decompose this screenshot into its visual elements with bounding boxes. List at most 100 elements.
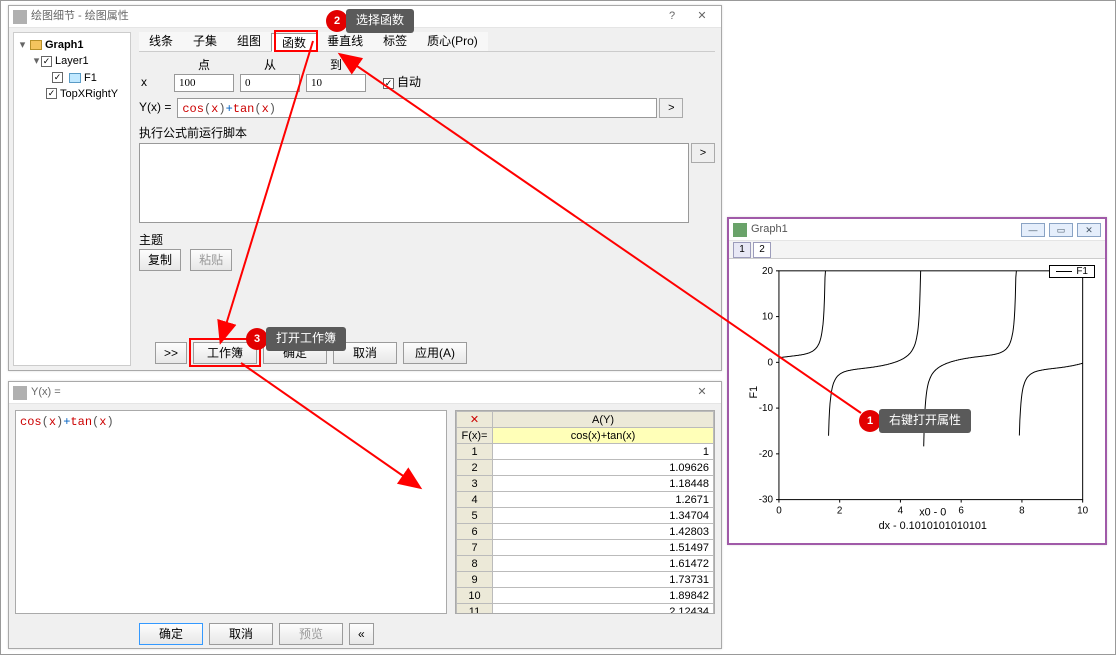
layer-tab-1[interactable]: 1 xyxy=(733,242,751,258)
legend-text: F1 xyxy=(1076,266,1088,277)
row-header[interactable]: 7 xyxy=(457,540,493,556)
callout-2: 2 选择函数 xyxy=(326,9,414,33)
titlebar[interactable]: Y(x) = ✕ xyxy=(9,382,721,404)
ok-button[interactable]: 确定 xyxy=(139,623,203,645)
preview-button[interactable]: 预览 xyxy=(279,623,343,645)
auto-label: 自动 xyxy=(397,75,421,89)
svg-text:0: 0 xyxy=(776,505,782,516)
tree-root[interactable]: ▾Graph1 xyxy=(18,37,126,53)
row-header[interactable]: 11 xyxy=(457,604,493,615)
cell[interactable]: 1.89842 xyxy=(493,588,714,604)
cell[interactable]: 1.61472 xyxy=(493,556,714,572)
from-input[interactable] xyxy=(240,74,300,92)
callout-1: 1 右键打开属性 xyxy=(859,409,971,433)
hdr-to: 到 xyxy=(303,58,369,74)
plot-checkbox[interactable] xyxy=(52,72,63,83)
minimize-button[interactable]: — xyxy=(1021,223,1045,237)
formula-workbook-dialog: Y(x) = ✕ cos(x)+tan(x) ✕A(Y) F(x)=cos(x)… xyxy=(8,381,722,649)
maximize-button[interactable]: ▭ xyxy=(1049,223,1073,237)
x0-label: x0 - 0 xyxy=(919,506,946,518)
callout-badge: 3 xyxy=(246,328,268,350)
row-header[interactable]: 5 xyxy=(457,508,493,524)
graph-icon xyxy=(733,223,747,237)
layer-tab-2[interactable]: 2 xyxy=(753,242,771,258)
row-header[interactable]: 3 xyxy=(457,476,493,492)
points-input[interactable] xyxy=(174,74,234,92)
hdr-point: 点 xyxy=(171,58,237,74)
svg-text:4: 4 xyxy=(898,505,904,516)
graph-layer-tabs: 1 2 xyxy=(729,241,1105,259)
cancel-button[interactable]: 取消 xyxy=(209,623,273,645)
cell[interactable]: 1.18448 xyxy=(493,476,714,492)
tab-row: 线条 子集 组图 函数 垂直线 标签 质心(Pro) xyxy=(139,32,715,52)
tab-subset[interactable]: 子集 xyxy=(183,32,227,51)
cell[interactable]: 1.09626 xyxy=(493,460,714,476)
row-header[interactable]: 2 xyxy=(457,460,493,476)
cell[interactable]: 1.34704 xyxy=(493,508,714,524)
cell[interactable]: 2.12434 xyxy=(493,604,714,615)
col-header[interactable]: A(Y) xyxy=(493,412,714,428)
layer-tree[interactable]: ▾Graph1 ▾Layer1 F1 TopXRightY xyxy=(13,32,131,366)
tab-dropline[interactable]: 垂直线 xyxy=(317,32,373,51)
prescript-label: 执行公式前运行脚本 xyxy=(139,126,709,142)
close-button[interactable]: ✕ xyxy=(1077,223,1101,237)
tab-label[interactable]: 标签 xyxy=(373,32,417,51)
data-grid: ✕A(Y) F(x)=cos(x)+tan(x) 1121.0962631.18… xyxy=(456,411,714,614)
graph-canvas[interactable]: -30-20-1001020 0246810 F1 x0 - 0 dx - 0.… xyxy=(729,259,1105,543)
cell[interactable]: 1.51497 xyxy=(493,540,714,556)
prescript-field[interactable] xyxy=(139,143,689,223)
formula-editor[interactable]: cos(x)+tan(x) xyxy=(15,410,447,614)
apply-button[interactable]: 应用(A) xyxy=(403,342,467,364)
row-header[interactable]: 6 xyxy=(457,524,493,540)
axis-checkbox[interactable] xyxy=(46,88,57,99)
svg-text:-20: -20 xyxy=(759,449,774,460)
layer-checkbox[interactable] xyxy=(41,56,52,67)
callout-3: 3 打开工作簿 xyxy=(246,327,346,351)
properties-panel: 线条 子集 组图 函数 垂直线 标签 质心(Pro) 点 从 到 xyxy=(131,28,721,370)
auto-checkbox[interactable] xyxy=(383,78,394,89)
to-input[interactable] xyxy=(306,74,366,92)
row-header[interactable]: 10 xyxy=(457,588,493,604)
callout-tip: 选择函数 xyxy=(346,9,414,33)
tree-layer[interactable]: ▾Layer1 xyxy=(18,53,126,69)
collapse-button[interactable]: « xyxy=(349,623,374,645)
corner-cell[interactable]: ✕ xyxy=(457,412,493,428)
callout-badge: 1 xyxy=(859,410,881,432)
paste-button[interactable]: 粘贴 xyxy=(190,249,232,271)
cell[interactable]: 1.2671 xyxy=(493,492,714,508)
close-button[interactable]: ✕ xyxy=(687,383,717,403)
hdr-from: 从 xyxy=(237,58,303,74)
cell[interactable]: 1.42803 xyxy=(493,524,714,540)
graph-legend[interactable]: F1 xyxy=(1049,265,1095,278)
plot-details-dialog: 绘图细节 - 绘图属性 ? ✕ ▾Graph1 ▾Layer1 F1 TopXR… xyxy=(8,5,722,371)
callout-badge: 2 xyxy=(326,10,348,32)
svg-text:20: 20 xyxy=(762,266,773,277)
tree-plot[interactable]: F1 xyxy=(18,70,126,86)
help-button[interactable]: ? xyxy=(657,7,687,27)
copy-button[interactable]: 复制 xyxy=(139,249,181,271)
tree-axis[interactable]: TopXRightY xyxy=(18,86,126,102)
svg-text:-30: -30 xyxy=(759,495,774,506)
close-button[interactable]: ✕ xyxy=(687,7,717,27)
tab-centroid[interactable]: 质心(Pro) xyxy=(417,32,488,51)
tab-function[interactable]: 函数 xyxy=(271,33,317,52)
svg-text:8: 8 xyxy=(1019,505,1025,516)
formula-field[interactable]: cos(x)+tan(x) xyxy=(177,98,657,118)
formula-label: Y(x) = xyxy=(139,100,171,116)
row-header[interactable]: 9 xyxy=(457,572,493,588)
tab-group[interactable]: 组图 xyxy=(227,32,271,51)
tab-line[interactable]: 线条 xyxy=(139,32,183,51)
expand-tree-button[interactable]: >> xyxy=(155,342,187,364)
row-header[interactable]: 1 xyxy=(457,444,493,460)
cell[interactable]: 1.73731 xyxy=(493,572,714,588)
formula-expand-button[interactable]: > xyxy=(659,98,683,118)
window-title: Y(x) = xyxy=(31,385,687,399)
row-header[interactable]: 4 xyxy=(457,492,493,508)
window-controls[interactable]: — ▭ ✕ xyxy=(1021,223,1101,237)
result-sheet[interactable]: ✕A(Y) F(x)=cos(x)+tan(x) 1121.0962631.18… xyxy=(455,410,715,614)
prescript-expand-button[interactable]: > xyxy=(691,143,715,163)
cell[interactable]: 1 xyxy=(493,444,714,460)
row-header[interactable]: 8 xyxy=(457,556,493,572)
point-range-table: 点 从 到 x 自动 xyxy=(139,58,423,92)
titlebar[interactable]: Graph1 — ▭ ✕ xyxy=(729,219,1105,241)
